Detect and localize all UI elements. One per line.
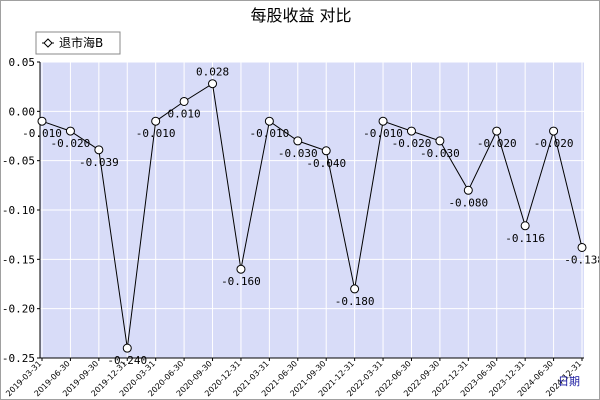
y-tick-label: 0.05 <box>9 56 36 69</box>
data-point <box>406 126 416 136</box>
data-label: -0.180 <box>335 295 375 308</box>
x-axis-ticks: 2019-03-312019-06-302019-09-302019-12-31… <box>4 358 583 398</box>
data-label: -0.010 <box>136 127 176 140</box>
data-label: -0.030 <box>278 147 318 160</box>
data-point <box>151 116 161 126</box>
series-line <box>41 82 583 349</box>
data-label: 0.010 <box>168 107 201 120</box>
data-point <box>208 79 218 89</box>
y-axis-ticks: 0.05 0.00 -0.05 -0.10 -0.15 -0.20 -0.25 <box>2 56 40 365</box>
data-point <box>492 126 502 136</box>
data-point <box>350 284 360 294</box>
data-label: -0.116 <box>505 232 545 245</box>
data-point <box>37 116 47 126</box>
chart-title: 每股收益 对比 <box>250 6 351 25</box>
x-axis-label: 日期 <box>558 375 580 388</box>
data-labels: -0.010-0.020-0.039-0.240-0.0100.0100.028… <box>22 66 599 367</box>
data-label: -0.080 <box>448 196 488 209</box>
data-label: 0.028 <box>196 66 229 79</box>
data-label: -0.030 <box>420 147 460 160</box>
data-point <box>293 136 303 146</box>
data-point <box>94 145 104 155</box>
legend-label: 退市海B <box>59 35 103 50</box>
data-label: -0.240 <box>107 354 147 367</box>
y-tick-label: 0.00 <box>9 105 36 118</box>
y-tick-label: -0.10 <box>2 204 35 217</box>
data-point <box>122 343 132 353</box>
legend: 退市海B <box>35 31 121 55</box>
y-tick-label: -0.25 <box>2 352 35 365</box>
data-label: -0.010 <box>22 127 62 140</box>
grid <box>40 61 584 359</box>
data-label: -0.010 <box>249 127 289 140</box>
data-label: -0.020 <box>51 137 91 150</box>
legend-box <box>35 31 121 55</box>
data-label: -0.020 <box>534 137 574 150</box>
data-label: -0.160 <box>221 275 261 288</box>
data-label: -0.020 <box>477 137 517 150</box>
data-point <box>520 221 530 231</box>
data-point <box>435 136 445 146</box>
data-label: -0.020 <box>392 137 432 150</box>
data-point <box>577 242 587 252</box>
data-point <box>264 116 274 126</box>
data-label: -0.138 <box>564 253 599 266</box>
data-label: -0.040 <box>306 157 346 170</box>
data-point <box>549 126 559 136</box>
data-point <box>65 126 75 136</box>
y-tick-label: -0.20 <box>2 303 35 316</box>
data-point <box>378 116 388 126</box>
data-point <box>236 264 246 274</box>
data-label: -0.010 <box>363 127 403 140</box>
y-tick-label: -0.15 <box>2 253 35 266</box>
data-label: -0.039 <box>79 156 119 169</box>
data-point <box>321 146 331 156</box>
data-points <box>37 79 587 353</box>
y-tick-label: -0.05 <box>2 155 35 168</box>
data-point <box>179 96 189 106</box>
data-point <box>463 185 473 195</box>
legend-diamond-icon <box>43 38 53 48</box>
